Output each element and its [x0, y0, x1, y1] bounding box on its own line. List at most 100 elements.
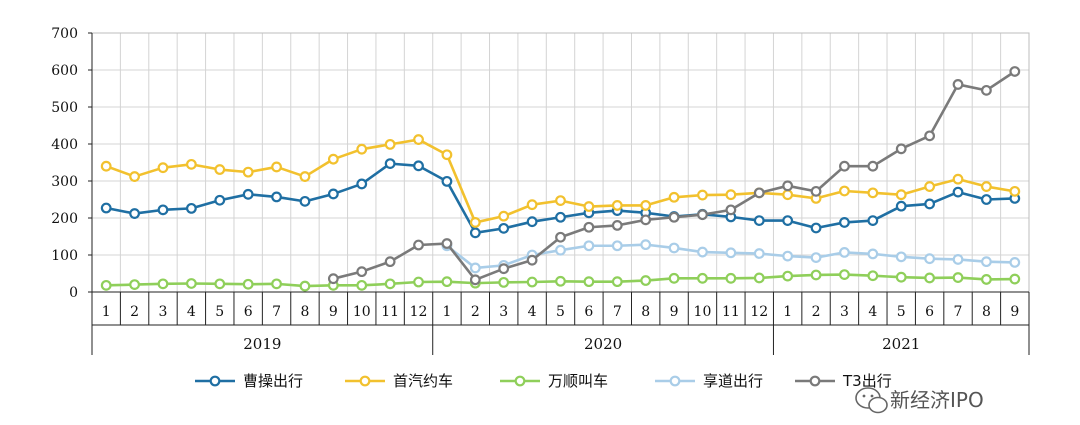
data-point — [895, 271, 907, 283]
x-tick-label: 10 — [694, 304, 712, 320]
data-point — [271, 278, 282, 290]
x-tick-label: 5 — [897, 304, 906, 320]
data-point — [100, 160, 112, 172]
data-point — [924, 181, 936, 192]
data-point — [384, 158, 396, 170]
data-point — [753, 187, 765, 199]
legend-label: 享道出行 — [703, 372, 763, 390]
legend-marker — [514, 375, 526, 387]
x-tick-label: 8 — [641, 304, 650, 320]
series-5 — [327, 66, 1021, 286]
data-point — [555, 244, 566, 256]
data-point — [384, 278, 396, 290]
data-point — [924, 272, 936, 284]
data-point — [498, 263, 510, 275]
data-point — [697, 189, 708, 201]
data-point — [668, 242, 680, 254]
data-point — [952, 254, 964, 265]
x-tick-label: 12 — [750, 304, 768, 320]
data-point — [384, 256, 396, 268]
data-point — [782, 250, 794, 262]
data-point — [1009, 66, 1021, 77]
x-tick-label: 5 — [215, 304, 224, 320]
data-point — [413, 134, 424, 145]
data-point — [555, 211, 566, 223]
legend: 曹操出行 首汽约车 万顺叫车 享道出行 T3出行 — [195, 372, 892, 390]
series-lines — [100, 66, 1021, 292]
data-point — [640, 200, 652, 211]
x-tick-label: 3 — [840, 304, 849, 320]
data-point — [583, 240, 595, 252]
data-point — [725, 189, 737, 201]
data-point — [157, 278, 169, 290]
data-point — [697, 246, 708, 258]
data-point — [782, 215, 794, 226]
data-point — [810, 269, 822, 281]
data-point — [867, 187, 879, 199]
data-point — [555, 275, 566, 287]
data-point — [157, 162, 169, 174]
legend-label: T3出行 — [842, 372, 892, 390]
data-point — [356, 143, 368, 155]
data-point — [952, 173, 964, 185]
legend-label: 曹操出行 — [243, 372, 303, 390]
data-point — [867, 270, 879, 282]
data-point — [753, 248, 765, 259]
data-point — [100, 202, 112, 214]
data-point — [441, 149, 453, 161]
year-label: 2021 — [882, 335, 920, 353]
data-point — [839, 160, 850, 172]
data-point — [839, 247, 850, 258]
x-tick-label: 4 — [868, 304, 877, 320]
x-tick-label: 10 — [353, 304, 371, 320]
y-tick-label: 700 — [51, 26, 78, 42]
data-point — [867, 160, 879, 172]
x-tick-label: 11 — [381, 304, 399, 320]
data-point — [810, 185, 822, 197]
x-tick-label: 7 — [272, 304, 281, 320]
watermark: 新经济IPO — [855, 387, 984, 414]
data-point — [924, 253, 936, 265]
data-point — [753, 272, 765, 284]
x-tick-label: 3 — [159, 304, 168, 320]
watermark-text: 新经济IPO — [890, 388, 984, 412]
x-tick-label: 7 — [613, 304, 622, 320]
x-tick-label: 9 — [670, 304, 679, 320]
x-category-labels: 1 2 3 4 5 6 7 8 9 10 11 12 1 2 3 4 5 6 7 8 9 10 11 12 1 2 3 4 5 6 7 8 92… — [102, 304, 1020, 353]
data-point — [299, 171, 311, 182]
data-point — [299, 280, 311, 292]
data-point — [441, 175, 453, 187]
data-point — [867, 248, 879, 260]
data-point — [895, 251, 907, 263]
data-point — [668, 272, 680, 284]
legend-marker — [669, 375, 681, 387]
data-point — [839, 185, 850, 197]
data-point — [895, 189, 907, 201]
data-point — [271, 191, 282, 203]
data-point — [981, 194, 992, 205]
data-point — [782, 180, 794, 192]
data-point — [725, 247, 737, 259]
data-point — [640, 275, 652, 286]
data-point — [299, 195, 311, 207]
x-tick-label: 6 — [244, 304, 253, 320]
data-point — [725, 272, 737, 284]
data-point — [441, 238, 453, 249]
data-point — [129, 279, 140, 291]
legend-label: 首汽约车 — [393, 372, 453, 390]
data-point — [640, 239, 652, 251]
data-point — [611, 219, 623, 231]
data-point — [839, 217, 850, 228]
data-point — [242, 188, 254, 200]
data-point — [356, 178, 368, 190]
axes — [88, 32, 1030, 355]
data-point — [952, 79, 964, 90]
x-tick-label: 9 — [1010, 304, 1019, 320]
x-tick-label: 2 — [130, 304, 139, 320]
data-point — [129, 171, 140, 182]
data-point — [469, 227, 481, 239]
data-point — [526, 276, 538, 288]
y-tick-label: 300 — [51, 174, 78, 190]
x-tick-label: 5 — [556, 304, 565, 320]
